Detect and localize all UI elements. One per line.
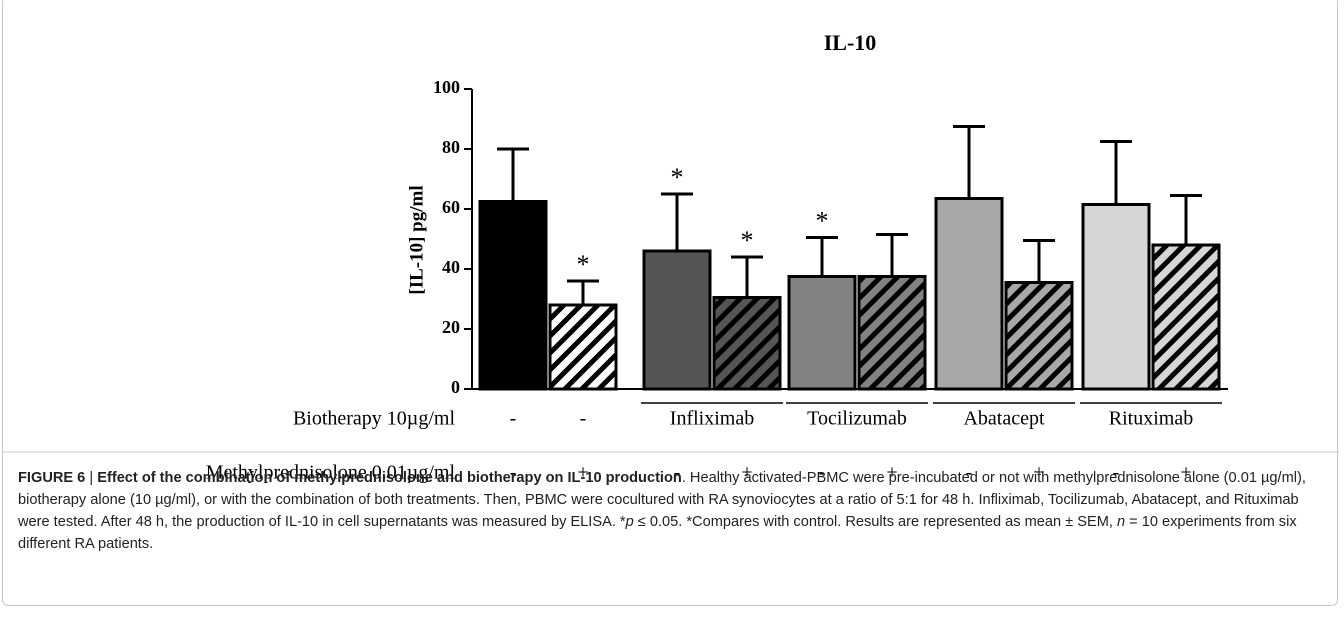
caption-text: = 10 experiments from six different RA p… bbox=[18, 514, 1297, 552]
caption-text: . Healthy activated-PBMC were pre-incuba… bbox=[18, 470, 1306, 530]
row-label: Biotherapy 10µg/ml bbox=[293, 408, 456, 430]
y-tick-label: 20 bbox=[442, 317, 460, 337]
bar bbox=[787, 275, 857, 391]
figure-frame bbox=[2, 0, 1338, 606]
row-entry: Tocilizumab bbox=[807, 408, 907, 430]
y-tick-label: 0 bbox=[451, 377, 460, 397]
significance-mark: * bbox=[741, 226, 754, 255]
bar bbox=[1081, 203, 1151, 391]
y-tick-label: 60 bbox=[442, 197, 460, 217]
row-entry: - bbox=[674, 462, 681, 484]
bar bbox=[548, 303, 618, 391]
row-entry: + bbox=[577, 462, 588, 484]
caption-title: Effect of the combination of methylpredn… bbox=[97, 470, 682, 486]
y-axis-label: [IL-10] pg/ml bbox=[406, 185, 427, 294]
chart-title: IL-10 bbox=[824, 30, 877, 55]
significance-mark: * bbox=[671, 163, 684, 192]
significance-mark: * bbox=[577, 250, 590, 279]
bar bbox=[712, 296, 782, 391]
row-entry: - bbox=[819, 462, 826, 484]
row-entry: Infliximab bbox=[670, 408, 754, 430]
caption-text: ≤ 0.05. *Compares with control. Results … bbox=[633, 514, 1117, 530]
figure-label: FIGURE 6 bbox=[18, 470, 86, 486]
caption: FIGURE 6 | Effect of the combination of … bbox=[18, 467, 1334, 555]
bar bbox=[642, 249, 712, 391]
row-entry: - bbox=[966, 462, 973, 484]
row-entry: - bbox=[510, 462, 517, 484]
separator: | bbox=[89, 470, 94, 486]
row-entry: Abatacept bbox=[963, 408, 1045, 430]
bar bbox=[478, 200, 548, 391]
significance-mark: * bbox=[816, 206, 829, 235]
caption-text: p bbox=[625, 514, 634, 530]
row-entry: + bbox=[1033, 462, 1044, 484]
row-entry: + bbox=[886, 462, 897, 484]
row-entry: + bbox=[1180, 462, 1191, 484]
row-entry: - bbox=[510, 408, 517, 430]
y-tick-label: 100 bbox=[433, 77, 460, 97]
bar bbox=[1004, 281, 1074, 391]
y-tick-label: 40 bbox=[442, 257, 460, 277]
bar bbox=[857, 275, 927, 391]
row-label: Methylprednisolone 0.01µg/ml bbox=[206, 462, 456, 484]
row-entry: Rituximab bbox=[1109, 408, 1193, 430]
row-entry: - bbox=[580, 408, 587, 430]
row-entry: - bbox=[1113, 462, 1120, 484]
caption-text: n bbox=[1116, 514, 1126, 530]
chart: IL-10 [IL-10] pg/ml 0 20 40 60 80 100 * * * * Biot… bbox=[3, 30, 1339, 484]
y-tick-label: 80 bbox=[442, 137, 460, 157]
row-entry: + bbox=[741, 462, 752, 484]
bar bbox=[1151, 243, 1221, 391]
bar bbox=[934, 197, 1004, 391]
